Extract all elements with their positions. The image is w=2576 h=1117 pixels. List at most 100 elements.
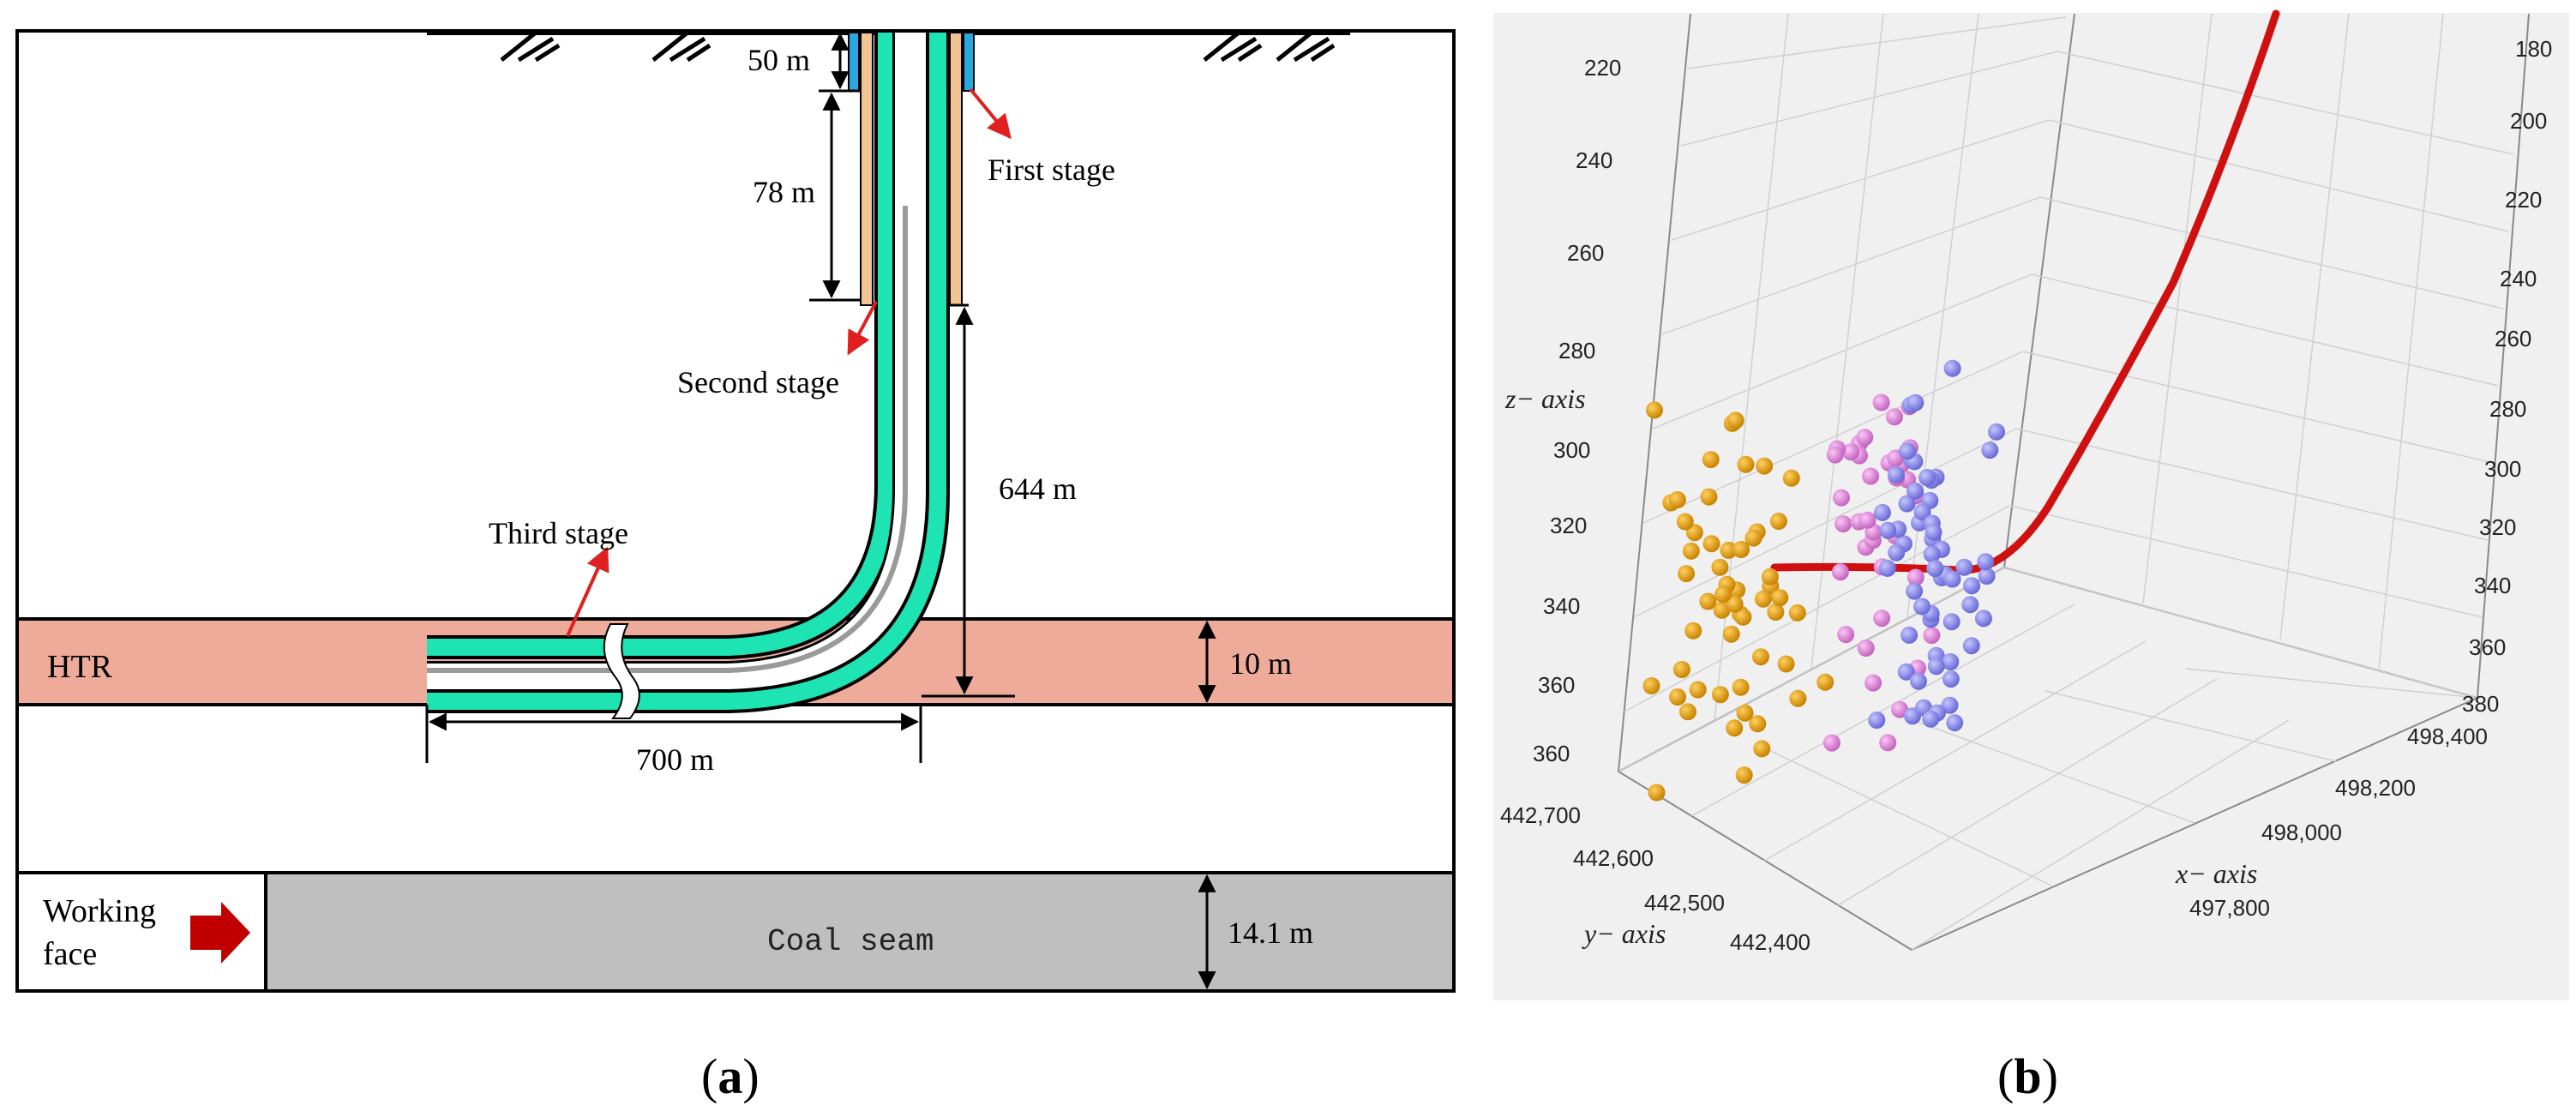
blue-event-point xyxy=(1942,653,1960,670)
z-right-tick: 380 xyxy=(2462,691,2499,717)
first-stage-label: First stage xyxy=(988,153,1115,187)
blue-event-point xyxy=(1943,359,1961,377)
blue-event-point xyxy=(1942,670,1960,688)
orange-event-point xyxy=(1754,590,1772,608)
y-tick: 442,600 xyxy=(1573,845,1654,871)
z-left-tick: 260 xyxy=(1567,240,1604,266)
pink-event-point xyxy=(1831,563,1849,581)
panel-b-background xyxy=(1493,13,2569,1000)
y-tick: 442,700 xyxy=(1500,802,1581,828)
orange-event-point xyxy=(1714,586,1732,604)
blue-event-point xyxy=(1926,560,1944,578)
orange-event-point xyxy=(1735,766,1753,784)
blue-event-point xyxy=(1946,714,1964,732)
orange-event-point xyxy=(1726,719,1744,737)
orange-event-point xyxy=(1816,673,1834,691)
orange-event-point xyxy=(1736,704,1754,722)
blue-event-point xyxy=(1906,582,1924,600)
orange-event-point xyxy=(1782,469,1800,487)
orange-event-point xyxy=(1711,686,1729,704)
orange-event-point xyxy=(1699,592,1717,610)
z-axis-left-ticks: 220 240 260 280 300 320 340 360 360 xyxy=(1533,55,1621,766)
back-wall-grid xyxy=(2009,13,2514,670)
pink-event-point xyxy=(1923,627,1941,645)
htr-thickness-label: 10 m xyxy=(1229,646,1292,681)
blue-event-point xyxy=(1978,568,1996,585)
pink-event-point xyxy=(1862,467,1880,485)
orange-event-point xyxy=(1702,535,1720,553)
blue-event-point xyxy=(1963,577,1981,595)
pink-event-point xyxy=(1858,511,1876,529)
orange-event-point xyxy=(1711,558,1729,576)
x-axis-ticks: 498,400 498,200 498,000 497,800 xyxy=(2189,724,2488,921)
z-left-tick: 360 xyxy=(1538,672,1575,698)
wellbore xyxy=(427,33,950,713)
pink-event-point xyxy=(1886,408,1903,426)
y-axis-label: y− axis xyxy=(1582,918,1666,949)
depth-50-label: 50 m xyxy=(748,43,810,77)
blue-event-point xyxy=(1879,521,1897,539)
z-axis-right-ticks: 180 200 220 240 260 280 300 320 340 360 … xyxy=(2462,36,2552,717)
blue-event-point xyxy=(1910,672,1927,690)
htr-label: HTR xyxy=(47,649,113,685)
z-left-tick: 340 xyxy=(1543,593,1580,619)
blue-event-point xyxy=(1900,626,1918,644)
orange-event-point xyxy=(1679,703,1696,721)
orange-event-point xyxy=(1669,688,1686,706)
blue-event-point xyxy=(1897,663,1915,681)
orange-event-point xyxy=(1756,457,1774,475)
orange-event-point xyxy=(1726,595,1744,613)
pink-event-point xyxy=(1879,734,1897,752)
y-axis-ticks: 442,700 442,600 442,500 442,400 xyxy=(1500,802,1810,955)
blue-event-point xyxy=(1981,441,1999,459)
blue-event-point xyxy=(1955,558,1973,576)
z-left-tick: 360 xyxy=(1533,741,1570,766)
z-right-tick: 180 xyxy=(2515,36,2552,62)
panel-b-3d-plot: 220 240 260 280 300 320 340 360 360 z− a… xyxy=(1493,9,2569,1000)
orange-event-point xyxy=(1732,541,1750,558)
blue-event-point xyxy=(1924,523,1943,541)
blue-event-point xyxy=(1906,482,1924,500)
z-right-tick: 280 xyxy=(2489,396,2526,422)
orange-event-point xyxy=(1720,541,1738,559)
blue-event-point xyxy=(1943,570,1961,588)
blue-event-point xyxy=(1927,658,1945,676)
working-face-arrow-icon xyxy=(190,902,250,964)
length-700-label: 700 m xyxy=(636,742,714,777)
panel-a-caption: (a) xyxy=(701,1048,760,1104)
depth-78-label: 78 m xyxy=(753,175,815,209)
z-right-tick: 260 xyxy=(2495,326,2531,351)
z-right-tick: 340 xyxy=(2474,573,2511,598)
floor-grid xyxy=(1618,567,2478,951)
second-stage-pointer xyxy=(847,301,878,356)
pink-event-point xyxy=(1872,393,1890,411)
blue-event-point xyxy=(1899,442,1916,460)
panel-a-diagram: HTR Working face Coal seam xyxy=(15,29,1456,993)
z-right-tick: 220 xyxy=(2505,187,2542,213)
orange-event-point xyxy=(1726,411,1744,429)
pink-event-point xyxy=(1891,700,1908,718)
orange-event-point xyxy=(1734,608,1752,626)
orange-event-point xyxy=(1771,589,1789,607)
orange-event-point xyxy=(1752,648,1769,666)
x-axis-label: x− axis xyxy=(2175,858,2257,889)
coal-thickness-label: 14.1 m xyxy=(1228,916,1313,950)
z-axis-label: z− axis xyxy=(1504,383,1586,414)
orange-event-point xyxy=(1668,491,1686,508)
pink-event-point xyxy=(1864,674,1882,692)
second-stage-casing-left xyxy=(860,32,874,306)
blue-event-point xyxy=(1962,637,1980,655)
orange-event-point xyxy=(1682,542,1700,560)
coal-seam-label: Coal seam xyxy=(767,924,934,959)
orange-event-point xyxy=(1737,455,1755,473)
pink-event-point xyxy=(1856,429,1874,447)
x-tick: 498,200 xyxy=(2335,775,2416,801)
y-tick: 442,500 xyxy=(1644,890,1725,916)
blue-event-point xyxy=(1906,393,1924,411)
orange-event-point xyxy=(1749,715,1767,733)
orange-event-point xyxy=(1642,677,1660,694)
blue-event-point xyxy=(1913,503,1931,521)
orange-event-point xyxy=(1767,604,1785,621)
x-tick: 497,800 xyxy=(2189,895,2270,921)
